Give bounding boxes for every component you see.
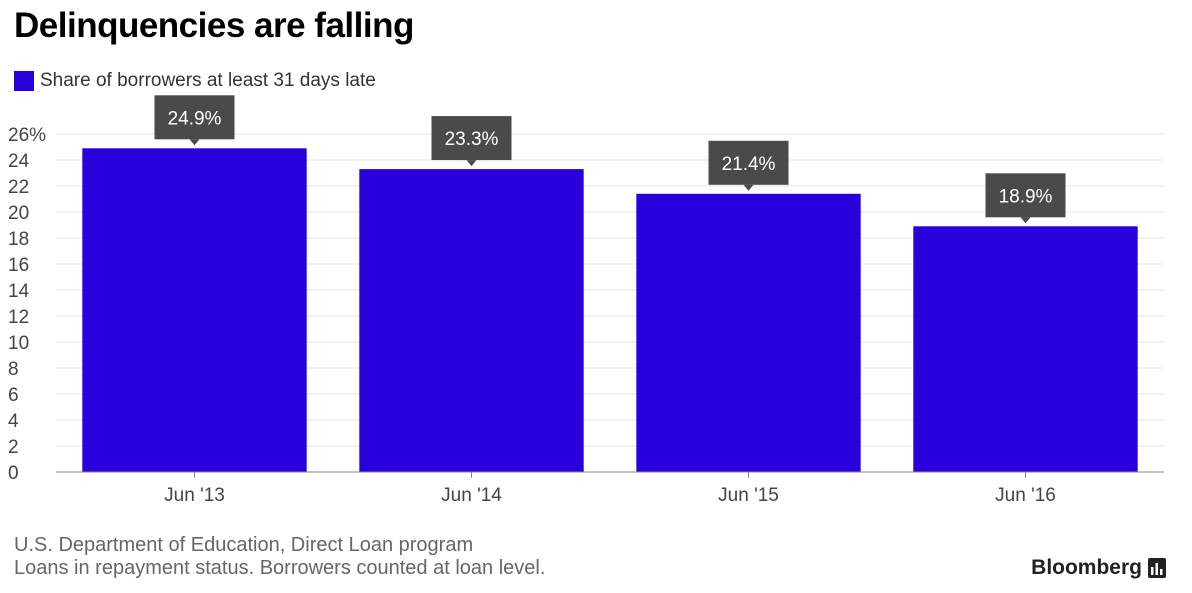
y-tick-label: 6 bbox=[8, 385, 19, 406]
bar bbox=[82, 148, 307, 473]
data-label-box bbox=[708, 140, 789, 185]
data-label: 23.3% bbox=[445, 129, 499, 150]
y-tick-label: 20 bbox=[8, 203, 29, 224]
y-tick-label: 8 bbox=[8, 359, 19, 380]
y-tick-label: 26% bbox=[8, 125, 46, 146]
data-label-pointer bbox=[189, 139, 200, 146]
legend: Share of borrowers at least 31 days late bbox=[14, 70, 376, 92]
bar bbox=[636, 193, 861, 473]
footer: U.S. Department of Education, Direct Loa… bbox=[14, 534, 545, 580]
legend-label: Share of borrowers at least 31 days late bbox=[40, 70, 376, 91]
data-label-box bbox=[985, 173, 1066, 218]
bar bbox=[913, 226, 1138, 472]
y-tick-label: 2 bbox=[8, 437, 19, 458]
source-text: U.S. Department of Education, Direct Loa… bbox=[14, 534, 474, 556]
y-tick-label: 18 bbox=[8, 229, 29, 250]
y-tick-label: 0 bbox=[8, 463, 19, 484]
legend-swatch bbox=[14, 71, 34, 91]
bloomberg-chart-icon bbox=[1148, 558, 1166, 578]
data-label-box bbox=[431, 116, 512, 161]
bar bbox=[359, 169, 584, 472]
chart-title: Delinquencies are falling bbox=[14, 6, 414, 45]
x-tick-label: Jun '15 bbox=[718, 485, 779, 506]
y-tick-label: 4 bbox=[8, 411, 19, 432]
x-tick-label: Jun '16 bbox=[995, 485, 1056, 506]
brand-name: Bloomberg bbox=[1031, 556, 1142, 579]
data-label-pointer bbox=[1020, 217, 1031, 224]
y-tick-label: 24 bbox=[8, 151, 30, 172]
note-text: Loans in repayment status. Borrowers cou… bbox=[14, 557, 546, 579]
y-tick-label: 14 bbox=[8, 281, 30, 302]
y-tick-label: 16 bbox=[8, 255, 29, 276]
y-tick-label: 12 bbox=[8, 307, 29, 328]
x-tick-label: Jun '13 bbox=[164, 485, 225, 506]
x-tick-label: Jun '14 bbox=[441, 485, 502, 506]
data-label-pointer bbox=[466, 160, 477, 167]
y-tick-label: 22 bbox=[8, 177, 29, 198]
brand-logo: Bloomberg bbox=[1031, 556, 1166, 580]
data-label: 21.4% bbox=[722, 154, 776, 175]
data-label: 24.9% bbox=[168, 108, 222, 129]
data-label-box bbox=[154, 95, 235, 140]
y-tick-label: 10 bbox=[8, 333, 29, 354]
data-label-pointer bbox=[743, 184, 754, 191]
data-label: 18.9% bbox=[999, 186, 1053, 207]
